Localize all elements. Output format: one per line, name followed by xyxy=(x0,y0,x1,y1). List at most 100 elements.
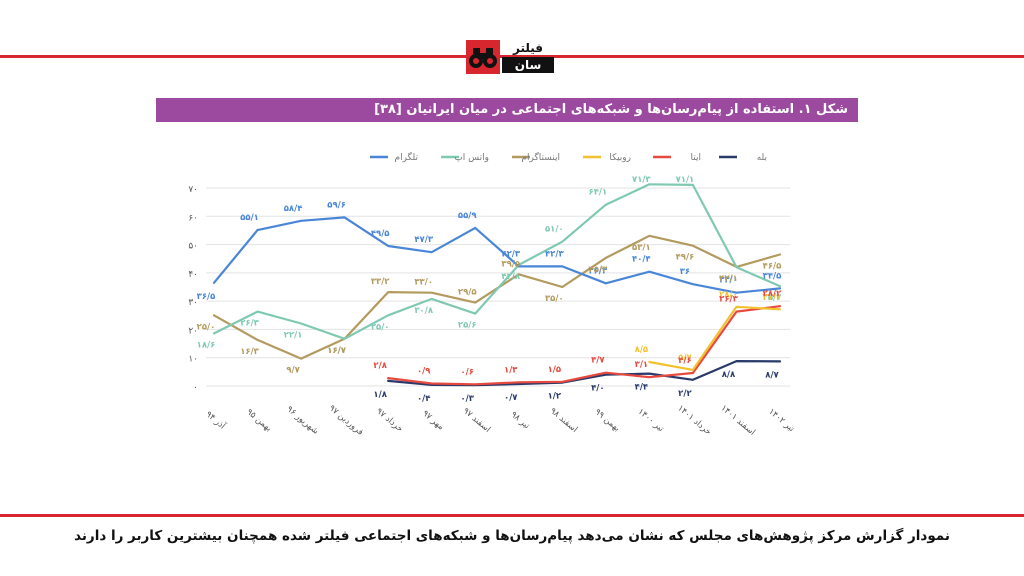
data-label: ۳۳/۲ xyxy=(371,277,390,287)
y-tick-label: ۴۰ xyxy=(188,270,198,280)
x-tick-label: اسفند ۱۴۰۱ xyxy=(719,403,757,438)
data-label: ۲/۸ xyxy=(373,361,387,371)
x-tick-label: خرداد ۹۷ xyxy=(374,406,405,434)
data-label: ۰/۷ xyxy=(504,393,518,403)
logo-text-line1: فیلتر xyxy=(512,41,544,55)
bottom-rule xyxy=(0,514,1024,517)
data-label: ۸/۵ xyxy=(635,345,648,355)
data-label: ۳۶ xyxy=(680,267,690,277)
data-label: ۳۵/۰ xyxy=(545,294,564,304)
data-label: ۵۵/۱ xyxy=(240,213,259,223)
data-label: ۲۶/۳ xyxy=(240,319,259,329)
series-line xyxy=(387,305,782,386)
data-label: ۴۲/۰ xyxy=(719,274,738,284)
data-label: ۹/۷ xyxy=(286,366,300,376)
data-label: ۱۸/۶ xyxy=(197,340,216,350)
x-tick-label: شهریور ۹۶ xyxy=(284,404,320,436)
data-label: ۳۳/۰ xyxy=(414,278,433,288)
data-label: ۱/۸ xyxy=(373,390,387,400)
chart: ۰ ۱۰ ۲۰ ۳۰ ۴۰ ۵۰ ۶۰ ۷۰ آذر ۹۴ بهمن ۹۵ شهریور ۹۶ فرو… xyxy=(156,124,858,494)
legend-label: روبیکا xyxy=(609,153,631,163)
data-label: ۲۷/۱ xyxy=(763,292,782,302)
x-tick-label: بهمن ۹۹ xyxy=(593,407,622,434)
data-label: ۲/۲ xyxy=(678,389,692,399)
data-label: ۴/۴ xyxy=(635,383,648,393)
y-tick-label: ۵۰ xyxy=(188,242,198,252)
data-label: ۴/۰ xyxy=(591,384,604,394)
data-label: ۸/۷ xyxy=(765,370,779,380)
legend-label: تلگرام xyxy=(395,151,419,163)
legend-label: ایتا xyxy=(691,153,701,163)
data-label: ۴۹/۶ xyxy=(676,253,695,263)
filterban-logo: فیلتر سان xyxy=(466,40,554,74)
data-label: ۴۷/۳ xyxy=(414,235,433,245)
data-label: ۴۲/۳ xyxy=(545,249,564,259)
data-label: ۳۵/۳ xyxy=(763,293,782,303)
x-tick-label: آذر ۹۴ xyxy=(204,408,229,432)
series-line xyxy=(648,305,782,371)
y-tick-label: ۱۰ xyxy=(188,355,198,365)
legend-label: اینستاگرام xyxy=(521,151,560,163)
data-label: ۴۰/۴ xyxy=(632,255,651,265)
caption: نمودار گزارش مرکز پژوهش‌های مجلس که نشان… xyxy=(74,528,950,544)
data-label: ۷۱/۱ xyxy=(676,175,695,185)
data-label: ۵۸/۴ xyxy=(284,204,303,214)
data-label: ۲۹/۵ xyxy=(458,288,477,298)
figure-title-banner: شکل ۱. استفاده از پیام‌رسان‌ها و شبکه‌ها… xyxy=(156,98,858,122)
data-label: ۲۸/۰ xyxy=(719,290,738,300)
x-tick-label: مهر ۹۷ xyxy=(420,409,446,433)
data-label: ۱۶/۷ xyxy=(327,346,346,356)
data-label: ۱۶/۷ xyxy=(327,346,346,356)
data-label: ۳/۱ xyxy=(635,360,648,370)
x-tick-label: تیر ۹۸ xyxy=(509,410,532,432)
data-label: ۲۵/۰ xyxy=(371,322,390,332)
series-line xyxy=(387,360,782,387)
data-label: ۶۴/۱ xyxy=(589,188,608,198)
y-tick-label: ۰ xyxy=(193,383,198,393)
data-label: ۳۳/۰ xyxy=(719,276,738,286)
y-tick-label: ۶۰ xyxy=(188,213,198,223)
binoculars-icon xyxy=(466,40,500,74)
x-tick-label: تیر ۱۴۰۰ xyxy=(636,407,666,435)
data-label: ۱/۵ xyxy=(548,365,561,375)
data-label: ۱۶/۳ xyxy=(240,347,259,357)
x-tick-label: بهمن ۹۵ xyxy=(244,407,273,434)
x-tick-label: اسفند ۹۸ xyxy=(548,406,579,435)
data-label: ۴/۷ xyxy=(591,356,605,366)
data-label: ۴۵/۳ xyxy=(589,265,608,275)
logo-text-line2: سان xyxy=(502,57,554,73)
y-tick-label: ۳۰ xyxy=(188,298,198,308)
data-label: ۰/۳ xyxy=(460,394,474,404)
data-label: ۰/۹ xyxy=(417,366,431,376)
data-label: ۴۹/۵ xyxy=(371,229,390,239)
data-label: ۵۱/۰ xyxy=(545,225,564,235)
x-tick-label: خرداد ۱۴۰۱ xyxy=(675,404,713,438)
data-label: ۸/۸ xyxy=(722,370,736,380)
data-label: ۳۶/۵ xyxy=(197,292,216,302)
data-label: ۳۴/۵ xyxy=(763,271,782,281)
y-tick-label: ۲۰ xyxy=(188,326,198,336)
figure-title: شکل ۱. استفاده از پیام‌رسان‌ها و شبکه‌ها… xyxy=(374,102,848,117)
data-label: ۲۲/۱ xyxy=(284,330,303,340)
top-rule xyxy=(0,55,1024,58)
data-label: ۱/۳ xyxy=(504,365,518,375)
data-label: ۳۰/۸ xyxy=(414,306,433,316)
data-label: ۷۱/۳ xyxy=(632,175,651,185)
data-label: ۲۵/۰ xyxy=(197,322,216,332)
data-label: ۲۶/۳ xyxy=(719,295,738,305)
data-label: ۰/۴ xyxy=(417,394,430,404)
data-label: ۳۹/۵ xyxy=(501,259,520,269)
data-label: ۴۶/۵ xyxy=(763,261,782,271)
data-label: ۴/۶ xyxy=(678,356,691,366)
series-line xyxy=(212,216,782,294)
x-tick-label: تیر ۱۴۰۲ xyxy=(766,407,796,435)
series-line xyxy=(212,183,782,340)
x-tick-label: اسفند ۹۷ xyxy=(461,406,492,435)
chart-svg: ۰ ۱۰ ۲۰ ۳۰ ۴۰ ۵۰ ۶۰ ۷۰ آذر ۹۴ بهمن ۹۵ شهریور ۹۶فرو… xyxy=(188,151,796,438)
data-label: ۴۲/۳ xyxy=(501,249,520,259)
data-label: ۵/۷ xyxy=(678,353,692,363)
data-label: ۵۹/۶ xyxy=(327,200,346,210)
data-label: ۰/۶ xyxy=(460,367,473,377)
x-tick-label: فروردین ۹۷ xyxy=(327,403,365,437)
legend-label: بله xyxy=(757,153,767,163)
